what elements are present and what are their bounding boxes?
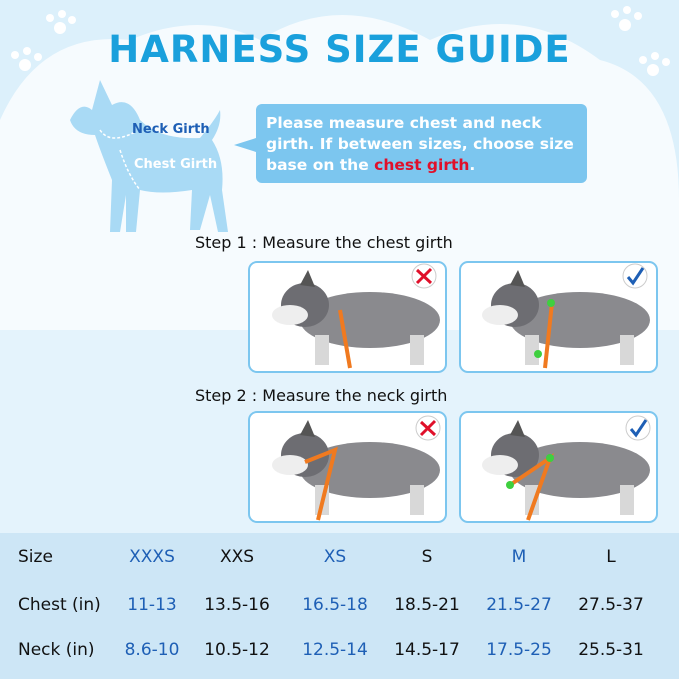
- title: HARNESS SIZE GUIDE: [108, 28, 571, 71]
- note-highlight: chest girth: [374, 156, 470, 174]
- table-cell: 21.5-27: [486, 595, 552, 615]
- note-end: .: [469, 156, 476, 174]
- chest-label: Chest Girth: [134, 157, 218, 172]
- photo-wrong-chest: [248, 261, 447, 373]
- table-cell: 17.5-25: [486, 640, 552, 660]
- table-cell: 8.6-10: [124, 640, 180, 660]
- photo-wrong-neck: [248, 411, 447, 523]
- note: Please measure chest and neck girth. If …: [256, 104, 587, 183]
- table-header-cell: XXS: [219, 547, 255, 567]
- table-cell: Neck (in): [18, 640, 95, 660]
- step-label: Step 1 : Measure the chest girth: [195, 233, 453, 252]
- table-header-cell: S: [421, 547, 433, 567]
- photos: [248, 261, 658, 523]
- note-text: Please measure chest and neck girth. If …: [266, 114, 574, 174]
- table-header-cell: XXXS: [129, 547, 175, 567]
- step-label: Step 2 : Measure the neck girth: [195, 386, 448, 405]
- table-cell: 27.5-37: [578, 595, 644, 615]
- table-cell: 11-13: [127, 595, 177, 615]
- table-cell: 25.5-31: [578, 640, 644, 660]
- size-table: Size XXXS XXS XS S M L Chest (in) 11-13 13.5-16 16…: [0, 533, 679, 679]
- table-cell: 10.5-12: [204, 640, 270, 660]
- table-cell: 14.5-17: [394, 640, 460, 660]
- table-cell: Chest (in): [18, 595, 101, 615]
- table-header-cell: Size: [18, 547, 53, 567]
- table-cell: 16.5-18: [302, 595, 368, 615]
- table-header-cell: M: [511, 547, 527, 567]
- photo-right-chest: [459, 261, 658, 373]
- table-header-cell: L: [606, 547, 616, 567]
- table-cell: 13.5-16: [204, 595, 270, 615]
- table-cell: 12.5-14: [302, 640, 368, 660]
- table-header-cell: XS: [323, 547, 347, 567]
- photo-right-neck: [459, 411, 658, 523]
- neck-label: Neck Girth: [132, 122, 210, 137]
- table-cell: 18.5-21: [394, 595, 460, 615]
